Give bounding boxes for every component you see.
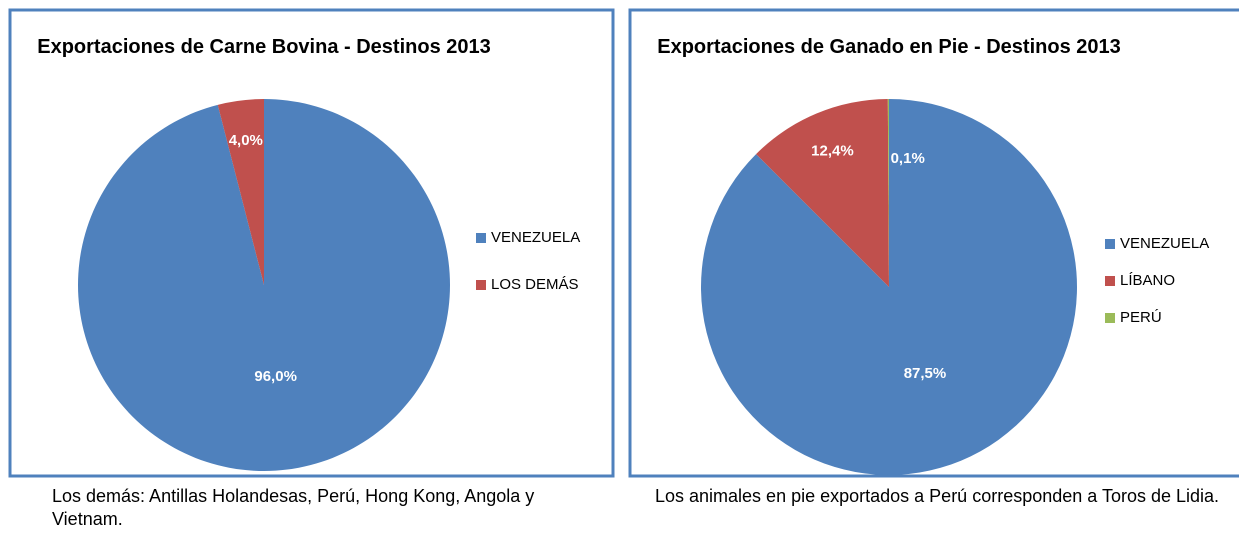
data-label: 4,0% [229, 132, 263, 149]
pie-slice [887, 99, 889, 287]
legend-swatch [476, 233, 486, 243]
pie-slice [217, 99, 264, 285]
chart-title: Exportaciones de Ganado en Pie - Destino… [657, 36, 1121, 58]
data-label: 0,1% [891, 150, 925, 167]
legend-label: VENEZUELA [1120, 235, 1209, 252]
legend-swatch [1105, 276, 1115, 286]
data-label: 96,0% [254, 368, 297, 385]
legend-swatch [1105, 239, 1115, 249]
legend-swatch [476, 280, 486, 290]
legend-label: VENEZUELA [491, 229, 580, 246]
pie-slice [756, 99, 889, 287]
data-label: 87,5% [904, 365, 947, 382]
chart-note: Los demás: Antillas Holandesas, Perú, Ho… [52, 486, 535, 529]
chart-title: Exportaciones de Carne Bovina - Destinos… [37, 36, 491, 58]
legend-label: LÍBANO [1120, 272, 1175, 289]
pie-slice [77, 99, 450, 471]
legend-label: PERÚ [1120, 309, 1162, 326]
data-label: 12,4% [811, 143, 854, 160]
chart-note: Los animales en pie exportados a Perú co… [655, 486, 1220, 506]
legend-label: LOS DEMÁS [491, 276, 579, 293]
legend-swatch [1105, 313, 1115, 323]
